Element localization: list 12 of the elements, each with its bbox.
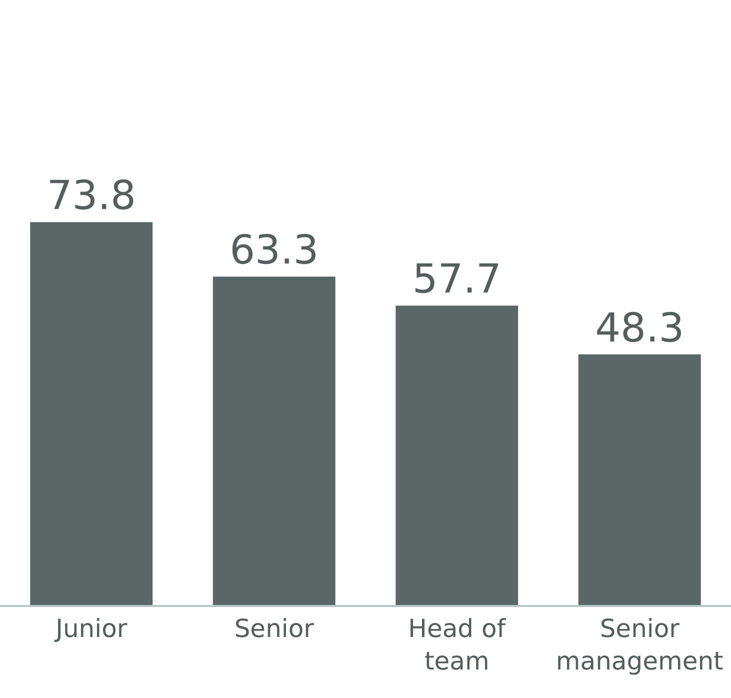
data-label: 73.8 — [46, 173, 136, 220]
data-label: 57.7 — [412, 256, 502, 303]
bar — [396, 306, 518, 605]
x-tick-label: Junior — [54, 614, 128, 643]
bar — [212, 276, 336, 605]
x-tick-label: Senior management — [556, 614, 724, 676]
data-label: 48.3 — [595, 305, 684, 352]
bar — [30, 222, 153, 605]
data-label: 63.3 — [230, 228, 319, 274]
bar — [578, 354, 701, 605]
x-tick-label: Head of team — [408, 614, 507, 676]
x-tick-label: Senior — [234, 614, 315, 643]
